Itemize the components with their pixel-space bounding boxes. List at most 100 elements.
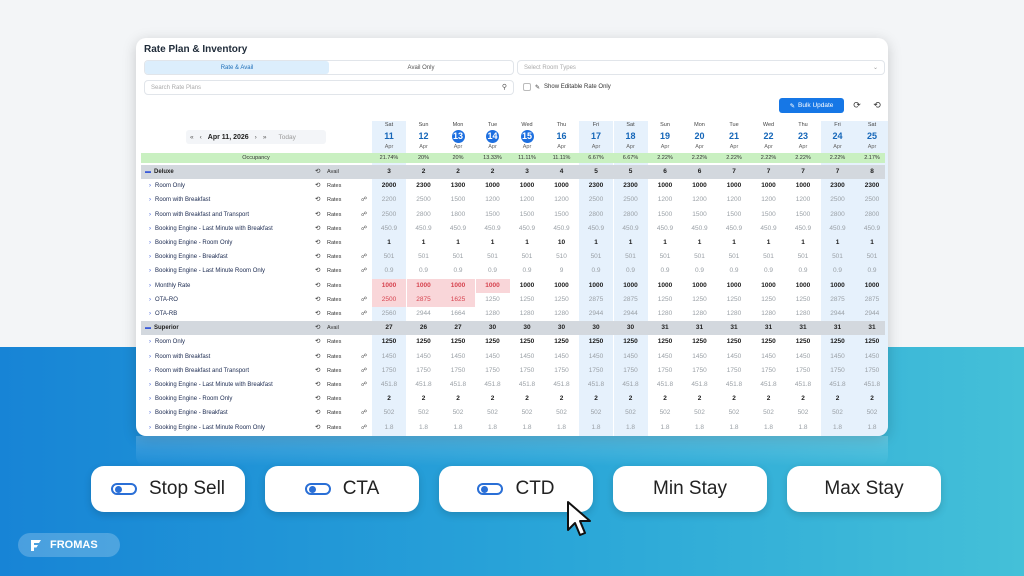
- rate-cell[interactable]: 1.8: [832, 423, 843, 431]
- rate-cell[interactable]: 1750: [519, 366, 535, 374]
- rate-cell[interactable]: 1: [870, 239, 874, 246]
- rate-cell[interactable]: 1450: [830, 352, 845, 360]
- rate-cell[interactable]: 501: [763, 253, 774, 261]
- rate-cell[interactable]: 501: [832, 253, 843, 261]
- rate-cell[interactable]: 1250: [623, 338, 638, 346]
- rate-cell[interactable]: 3: [525, 168, 529, 175]
- rate-cell[interactable]: 1000: [864, 281, 880, 289]
- rate-cell[interactable]: 501: [728, 253, 740, 261]
- chevron-right-icon[interactable]: ›: [149, 282, 151, 289]
- rate-cell[interactable]: 1450: [450, 352, 466, 360]
- chevron-right-icon[interactable]: ›: [149, 311, 151, 317]
- chevron-right-icon[interactable]: ›: [149, 296, 151, 303]
- rate-cell[interactable]: 6: [697, 168, 702, 175]
- rate-cell[interactable]: 1250: [795, 338, 811, 346]
- tab-rate-avail[interactable]: Rate & Avail: [145, 61, 329, 74]
- rate-cell[interactable]: 1500: [450, 196, 466, 204]
- rate-cell[interactable]: 502: [866, 409, 878, 417]
- search-input[interactable]: Search Rate Plans ⚲: [144, 80, 514, 95]
- rate-cell[interactable]: 1750: [554, 366, 569, 374]
- room-type-name[interactable]: ▬ Superior: [145, 321, 179, 335]
- rate-cell[interactable]: 30: [557, 324, 566, 332]
- rate-cell[interactable]: 1250: [657, 338, 673, 346]
- rate-cell[interactable]: 1250: [381, 338, 397, 346]
- rate-cell[interactable]: 1500: [519, 210, 535, 218]
- restriction-button[interactable]: Max Stay: [787, 466, 941, 512]
- rate-cell[interactable]: 1000: [795, 281, 811, 289]
- chevron-right-icon[interactable]: ›: [149, 211, 151, 218]
- rate-cell[interactable]: 0.9: [660, 267, 670, 275]
- rate-cell[interactable]: 1280: [485, 310, 500, 317]
- rate-cell[interactable]: 1000: [406, 278, 441, 293]
- rate-cell[interactable]: 1750: [623, 366, 638, 374]
- rate-cell[interactable]: 1000: [657, 281, 673, 289]
- rate-cell[interactable]: 1750: [485, 366, 500, 374]
- rate-cell[interactable]: 1.8: [453, 423, 463, 431]
- restriction-button[interactable]: Stop Sell: [91, 466, 245, 512]
- rate-cell[interactable]: 451.8: [484, 381, 501, 388]
- rate-plan-name[interactable]: › Room with Breakfast and Transport: [149, 364, 249, 378]
- chevron-right-icon[interactable]: ›: [149, 410, 151, 417]
- rate-cell[interactable]: 1000: [761, 281, 776, 289]
- rate-cell[interactable]: 450.9: [656, 224, 674, 232]
- rate-cell[interactable]: 1750: [692, 366, 707, 374]
- rate-cell[interactable]: 1.8: [660, 423, 670, 431]
- rate-cell[interactable]: 31: [764, 324, 773, 332]
- history-icon[interactable]: ⟲: [315, 295, 321, 303]
- rate-cell[interactable]: 1250: [519, 338, 535, 346]
- rate-cell[interactable]: 1000: [441, 278, 475, 293]
- rate-cell[interactable]: 502: [625, 409, 636, 417]
- rate-cell[interactable]: 1250: [485, 338, 500, 346]
- rate-cell[interactable]: 0.9: [591, 267, 601, 275]
- rate-cell[interactable]: 2500: [864, 196, 880, 204]
- rate-cell[interactable]: 1000: [726, 281, 742, 289]
- rate-cell[interactable]: 2300: [623, 182, 638, 190]
- chevron-right-icon[interactable]: ›: [149, 396, 151, 403]
- rate-cell[interactable]: 1000: [830, 281, 845, 289]
- rate-cell[interactable]: 501: [694, 253, 705, 261]
- rate-cell[interactable]: 501: [383, 253, 395, 261]
- rate-plan-name[interactable]: › Booking Engine - Breakfast: [149, 250, 228, 264]
- rate-cell[interactable]: 1750: [761, 366, 776, 374]
- rate-cell[interactable]: 2500: [372, 292, 406, 307]
- rate-cell[interactable]: 8: [870, 168, 874, 175]
- rate-cell[interactable]: 1.8: [522, 423, 532, 431]
- rate-cell[interactable]: 1750: [657, 366, 673, 374]
- rate-plan-name[interactable]: › Booking Engine - Last Minute with Break…: [149, 222, 273, 236]
- restriction-button[interactable]: Min Stay: [613, 466, 767, 512]
- rate-cell[interactable]: 1450: [485, 352, 500, 360]
- rate-cell[interactable]: 1450: [864, 352, 880, 360]
- rate-cell[interactable]: 502: [521, 409, 533, 417]
- rate-cell[interactable]: 451.8: [553, 381, 570, 388]
- rate-cell[interactable]: 1: [490, 239, 495, 246]
- history-icon[interactable]: ⟲: [315, 352, 321, 360]
- rate-cell[interactable]: 2: [870, 395, 874, 403]
- history-icon[interactable]: ⟲: [315, 281, 321, 289]
- chevron-right-icon[interactable]: ›: [149, 353, 151, 360]
- rate-cell[interactable]: 2200: [381, 196, 397, 204]
- rate-cell[interactable]: 451.8: [656, 381, 674, 388]
- rate-cell[interactable]: 1750: [450, 366, 466, 374]
- rate-cell[interactable]: 502: [728, 409, 740, 417]
- rate-cell[interactable]: 2800: [864, 210, 880, 218]
- rate-cell[interactable]: 1200: [795, 196, 811, 204]
- history-icon[interactable]: ⟲: [315, 253, 321, 261]
- rate-cell[interactable]: 2500: [381, 210, 397, 218]
- chevron-right-icon[interactable]: ›: [149, 254, 151, 261]
- rate-cell[interactable]: 1750: [830, 366, 845, 374]
- rate-cell[interactable]: 7: [766, 168, 771, 175]
- rate-cell[interactable]: 1500: [485, 210, 500, 218]
- rate-cell[interactable]: 1200: [692, 196, 707, 204]
- toggle-icon[interactable]: [304, 483, 331, 495]
- rate-cell[interactable]: 27: [385, 324, 393, 332]
- rate-plan-name[interactable]: › Booking Engine - Last Minute Room Only: [149, 264, 265, 278]
- rate-plan-name[interactable]: › Monthly Rate: [149, 279, 190, 293]
- history-icon[interactable]: ⟲: [315, 338, 321, 346]
- rate-cell[interactable]: 1280: [692, 310, 707, 317]
- rate-cell[interactable]: 1.8: [763, 423, 774, 431]
- rate-cell[interactable]: 450.9: [829, 224, 846, 232]
- rate-cell[interactable]: 1000: [519, 182, 535, 190]
- rate-cell[interactable]: 2500: [588, 196, 604, 204]
- rate-cell[interactable]: 1250: [692, 338, 707, 346]
- rate-cell[interactable]: 1664: [450, 310, 466, 317]
